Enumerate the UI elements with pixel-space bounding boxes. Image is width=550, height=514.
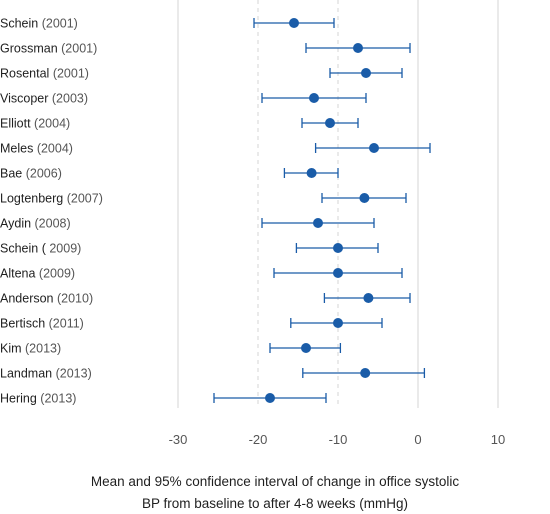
study-row-10 [273, 268, 403, 278]
study-year: (2006) [22, 167, 62, 181]
study-label: Anderson (2010) [0, 292, 93, 306]
study-row-14 [302, 368, 426, 378]
mean-point [313, 218, 323, 228]
mean-point [363, 293, 374, 303]
study-name: Altena [0, 267, 35, 281]
study-row-1 [305, 43, 411, 53]
study-label: Aydin (2008) [0, 217, 71, 231]
mean-point [353, 43, 363, 53]
x-tick-label--30: -30 [169, 432, 188, 447]
study-year: (2011) [45, 317, 84, 331]
x-axis-ticks: -30 -20 -10 0 10 [169, 432, 506, 447]
x-axis-label-line-2: BP from baseline to after 4-8 weeks (mmH… [142, 496, 408, 511]
study-labels: Schein (2001)Grossman (2001)Rosental (20… [0, 17, 103, 406]
study-name: Viscoper [0, 92, 48, 106]
study-name: Grossman [0, 42, 58, 56]
study-row-11 [323, 293, 411, 303]
study-name: Hering [0, 392, 37, 406]
study-label: Schein (2001) [0, 17, 78, 31]
study-row-13 [269, 343, 342, 353]
study-name: Kim [0, 342, 22, 356]
study-year: (2001) [38, 17, 78, 31]
study-name: Schein [0, 17, 38, 31]
mean-point [360, 368, 371, 378]
study-year: (2004) [31, 117, 71, 131]
study-label: Kim (2013) [0, 342, 61, 356]
study-row-7 [321, 193, 407, 203]
study-name: Anderson [0, 292, 54, 306]
study-year: (2003) [48, 92, 88, 106]
mean-point [333, 243, 343, 253]
x-tick-label--10: -10 [329, 432, 348, 447]
study-intervals [213, 18, 431, 403]
study-year: (2001) [58, 42, 98, 56]
study-row-0 [253, 18, 335, 28]
study-label: Altena (2009) [0, 267, 75, 281]
study-name: Bertisch [0, 317, 45, 331]
mean-point [306, 168, 317, 178]
study-row-4 [301, 118, 359, 128]
x-tick-label-10: 10 [491, 432, 505, 447]
study-label: Schein ( 2009) [0, 242, 81, 256]
x-tick-label-0: 0 [414, 432, 421, 447]
study-row-9 [295, 243, 379, 253]
study-name: Schein ( [0, 242, 47, 256]
mean-point [289, 18, 299, 28]
study-label: Logtenberg (2007) [0, 192, 103, 206]
study-row-3 [261, 93, 367, 103]
mean-point [369, 143, 379, 153]
study-year: (2013) [37, 392, 77, 406]
study-year: (2009) [35, 267, 75, 281]
study-label: Landman (2013) [0, 367, 92, 381]
mean-point [325, 118, 335, 128]
study-name: Aydin [0, 217, 31, 231]
study-year: 2009) [46, 242, 81, 256]
study-year: (2001) [49, 67, 89, 81]
study-name: Logtenberg [0, 192, 63, 206]
mean-point [333, 268, 343, 278]
study-year: (2010) [54, 292, 94, 306]
study-label: Bae (2006) [0, 167, 62, 181]
study-label: Bertisch (2011) [0, 317, 84, 331]
mean-point [301, 343, 311, 353]
study-label: Meles (2004) [0, 142, 73, 156]
x-tick-label--20: -20 [249, 432, 268, 447]
study-row-2 [329, 68, 403, 78]
study-year: (2008) [31, 217, 71, 231]
study-label: Grossman (2001) [0, 42, 97, 56]
study-name: Bae [0, 167, 22, 181]
study-name: Rosental [0, 67, 49, 81]
mean-point [359, 193, 370, 203]
study-row-5 [314, 143, 431, 153]
study-row-15 [213, 393, 327, 403]
gridlines [177, 0, 499, 408]
study-label: Rosental (2001) [0, 67, 89, 81]
mean-point [333, 318, 343, 328]
mean-point [265, 393, 275, 403]
study-year: (2013) [52, 367, 92, 381]
study-year: (2007) [63, 192, 103, 206]
study-year: (2004) [33, 142, 73, 156]
study-name: Landman [0, 367, 52, 381]
mean-point [361, 68, 371, 78]
study-name: Elliott [0, 117, 31, 131]
study-row-6 [283, 168, 339, 178]
study-row-12 [290, 318, 383, 328]
study-name: Meles [0, 142, 33, 156]
study-label: Hering (2013) [0, 392, 76, 406]
mean-point [309, 93, 319, 103]
study-year: (2013) [22, 342, 62, 356]
study-label: Elliott (2004) [0, 117, 70, 131]
study-row-8 [261, 218, 375, 228]
study-label: Viscoper (2003) [0, 92, 88, 106]
x-axis-label-line-1: Mean and 95% confidence interval of chan… [91, 474, 459, 489]
